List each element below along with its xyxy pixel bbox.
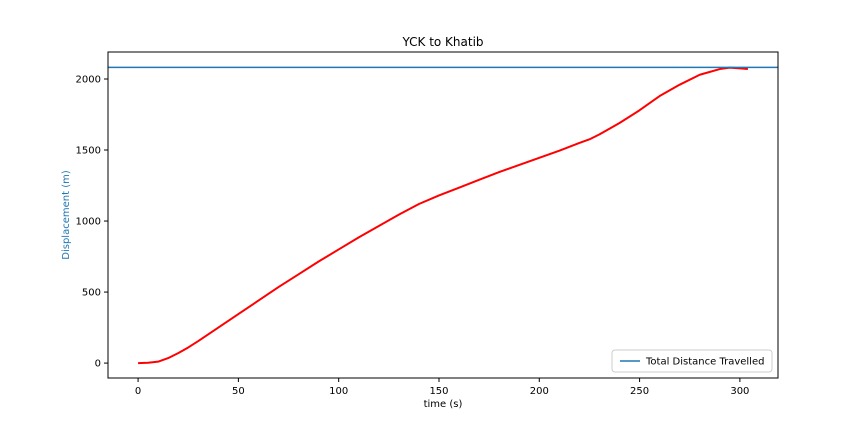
plot-frame (107, 51, 779, 379)
x-tick-label: 200 (530, 386, 549, 397)
x-tick-label: 150 (429, 386, 448, 397)
displacement-line (138, 66, 748, 365)
x-tick-label: 250 (630, 386, 649, 397)
axis-ticks: 0 50 100 150 200 250 300 0 500 1000 1500 2000 (76, 74, 750, 397)
plot-area (108, 66, 778, 365)
x-tick-label: 50 (232, 386, 245, 397)
x-tick-label: 300 (730, 386, 749, 397)
x-tick-label: 100 (329, 386, 348, 397)
y-tick-label: 0 (95, 359, 101, 370)
chart-title: YCK to Khatib (401, 35, 483, 49)
y-tick-label: 1500 (76, 146, 101, 157)
y-tick-label: 1000 (76, 217, 101, 228)
legend: Total Distance Travelled (611, 349, 773, 373)
x-tick-label: 0 (135, 386, 141, 397)
y-tick-label: 500 (82, 288, 101, 299)
legend-label: Total Distance Travelled (645, 357, 764, 368)
y-tick-label: 2000 (76, 74, 101, 85)
y-axis-label: Displacement (m) (61, 170, 72, 260)
x-axis-label: time (s) (424, 399, 463, 410)
legend-box (611, 349, 773, 373)
